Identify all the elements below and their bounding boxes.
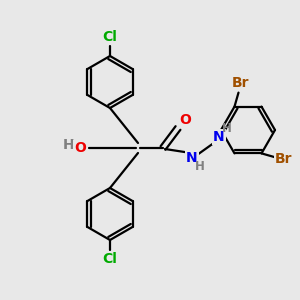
Text: H: H [63,138,75,152]
Text: O: O [74,141,86,155]
Text: H: H [222,122,232,136]
Text: N: N [213,130,225,144]
Text: H: H [195,160,205,172]
Text: Cl: Cl [103,30,117,44]
Text: Br: Br [232,76,249,90]
Text: O: O [179,113,191,127]
Text: Cl: Cl [103,252,117,266]
Text: Br: Br [275,152,292,167]
Text: N: N [186,151,198,165]
